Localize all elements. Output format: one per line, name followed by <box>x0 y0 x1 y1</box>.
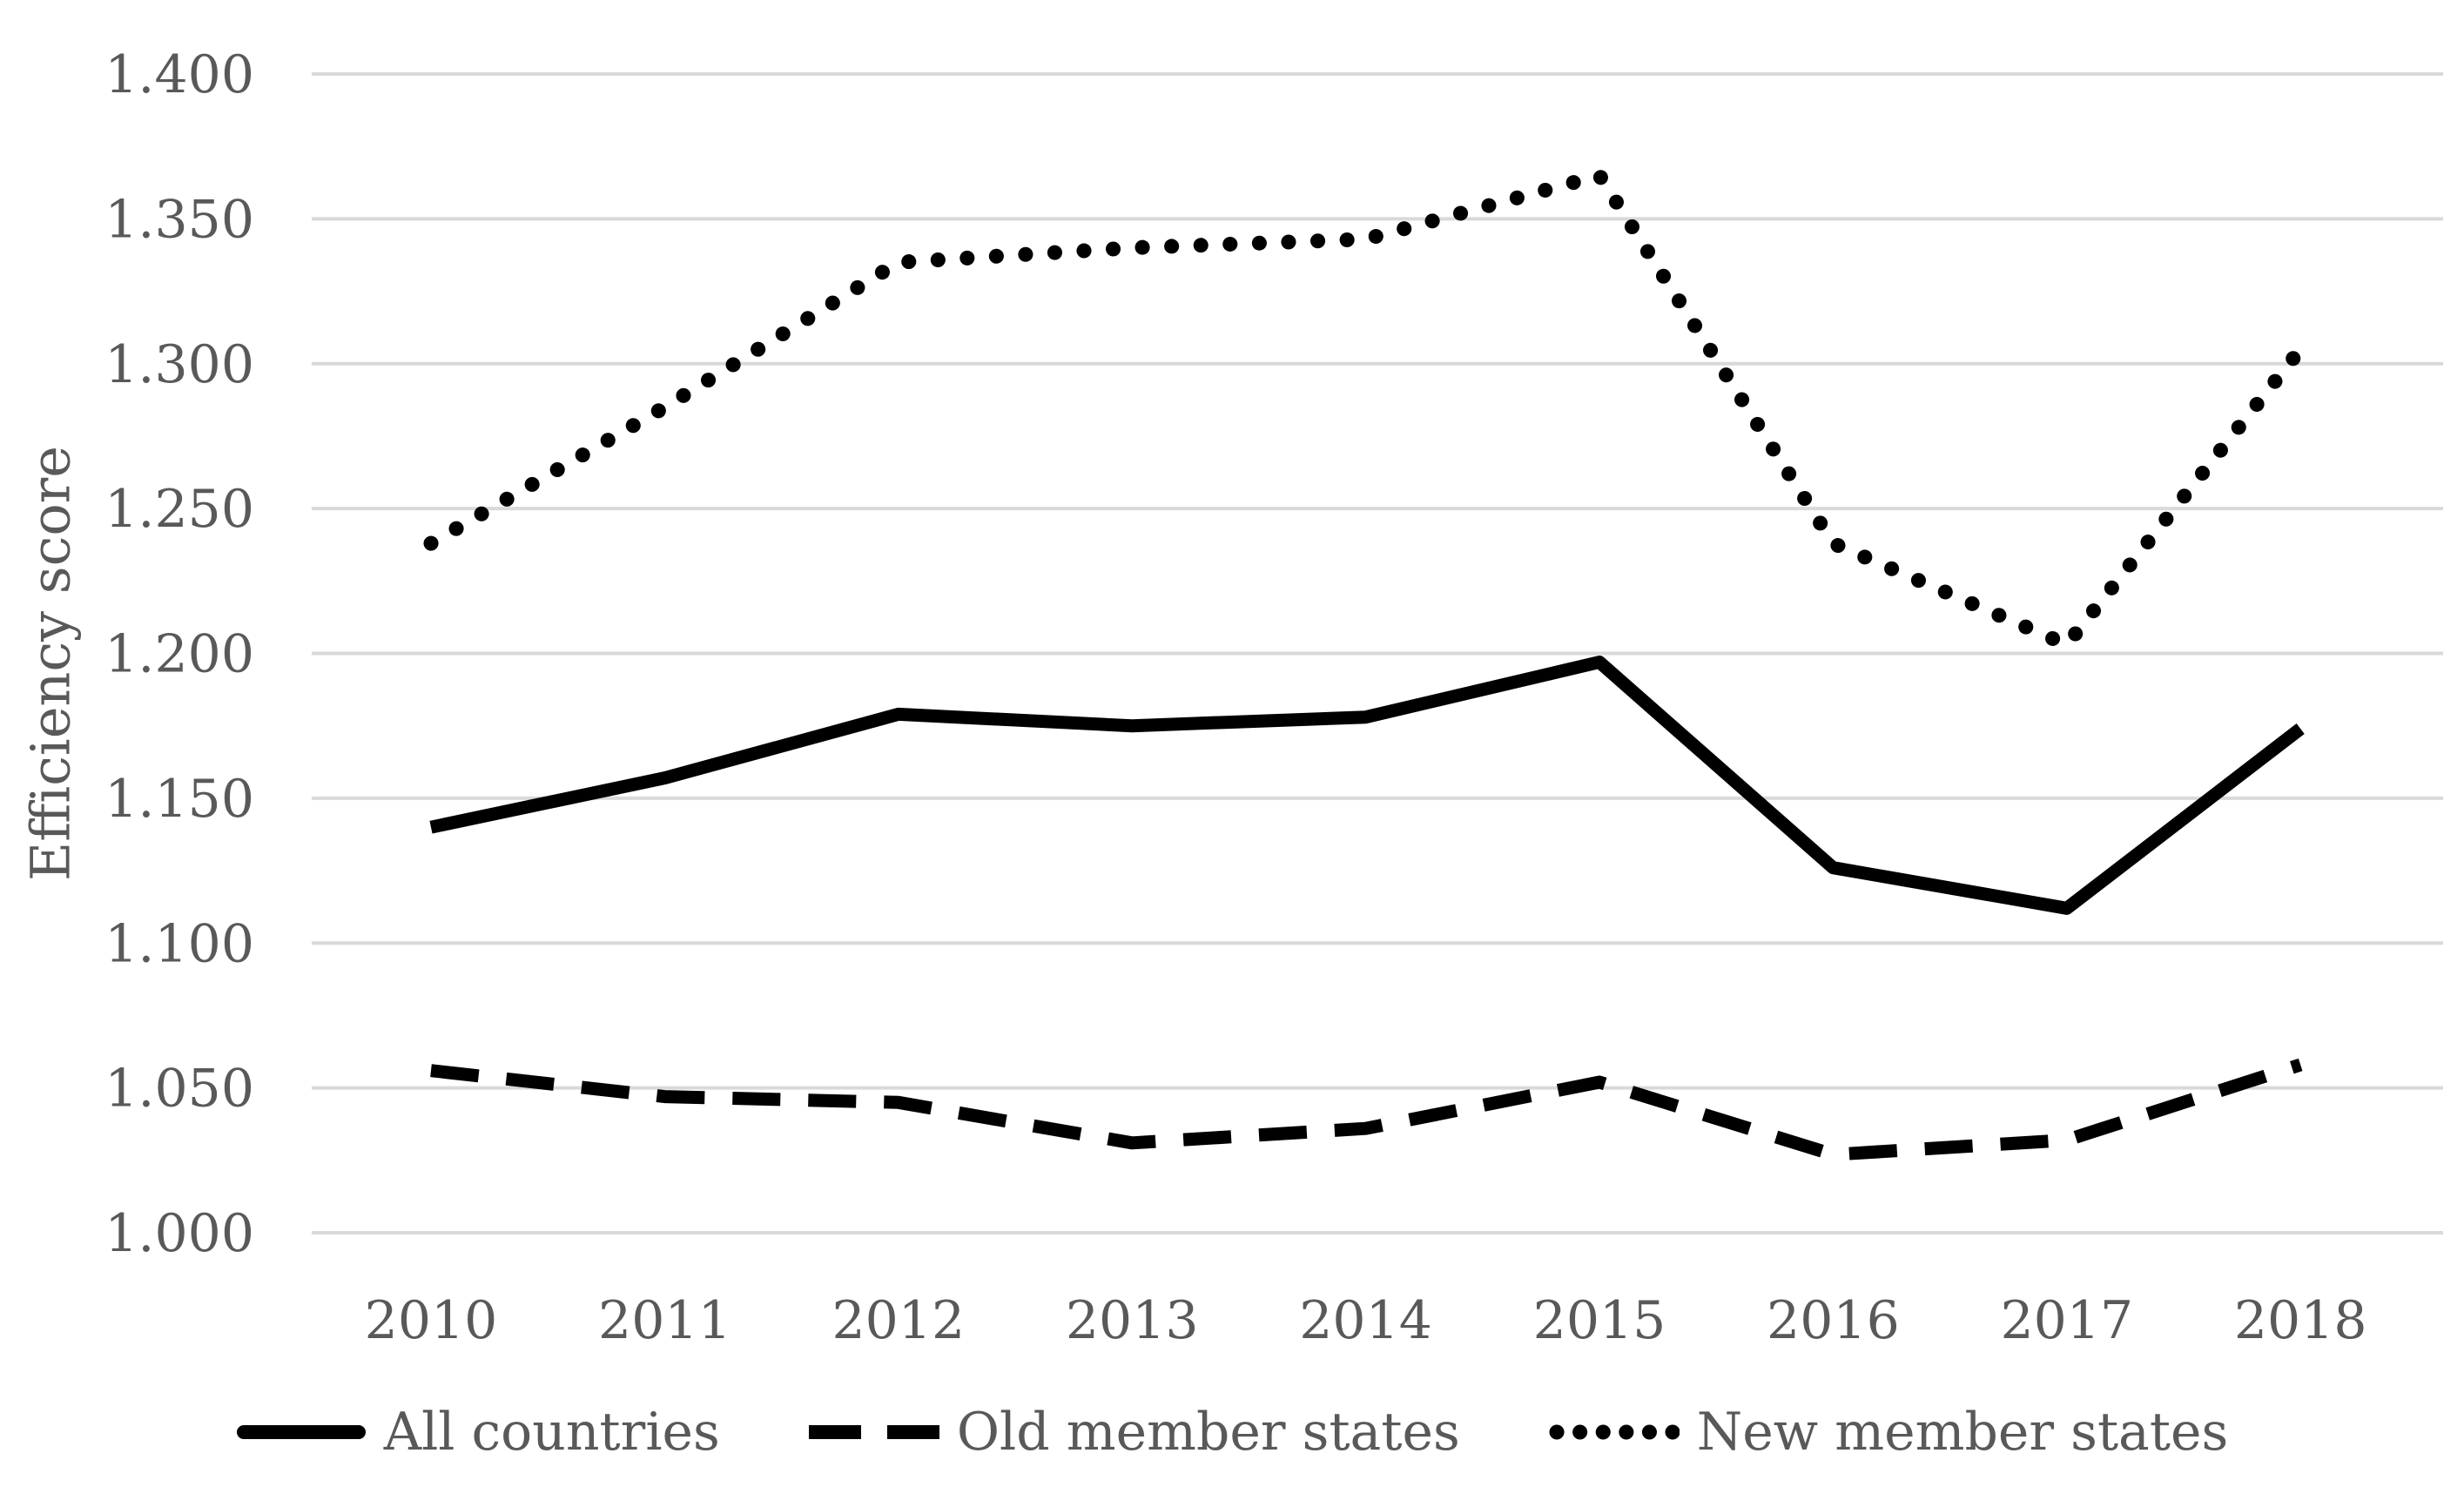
y-tick-label: 1.050 <box>104 1059 254 1120</box>
legend: All countries Old member states New memb… <box>0 1389 2464 1476</box>
legend-item-old-member-states: Old member states <box>808 1402 1460 1463</box>
x-tick-label: 2014 <box>1299 1290 1432 1351</box>
y-tick-label: 1.000 <box>104 1203 254 1264</box>
x-tick-label: 2011 <box>598 1290 731 1351</box>
legend-item-new-member-states: New member states <box>1549 1402 2229 1463</box>
x-tick-label: 2018 <box>2234 1290 2367 1351</box>
legend-label-old-member-states: Old member states <box>956 1402 1460 1463</box>
y-tick-label: 1.200 <box>104 624 254 685</box>
dashed-line-swatch-icon <box>808 1425 939 1439</box>
x-tick-label: 2017 <box>2000 1290 2133 1351</box>
series-line-new-member-states <box>423 168 2308 652</box>
legend-label-new-member-states: New member states <box>1696 1402 2229 1463</box>
x-tick-label: 2016 <box>1767 1290 1900 1351</box>
x-tick-label: 2015 <box>1533 1290 1666 1351</box>
series-line-all-countries <box>429 656 2305 915</box>
y-tick-label: 1.350 <box>104 189 254 250</box>
series-line-old-member-states <box>430 1058 2303 1161</box>
y-tick-label: 1.400 <box>104 44 254 105</box>
y-tick-label: 1.300 <box>104 334 254 395</box>
x-tick-label: 2012 <box>831 1290 965 1351</box>
y-axis-title: Efficiency score <box>18 446 83 881</box>
y-tick-label: 1.250 <box>104 479 254 540</box>
y-tick-label: 1.150 <box>104 769 254 830</box>
legend-label-all-countries: All countries <box>383 1402 720 1463</box>
x-tick-label: 2010 <box>365 1290 498 1351</box>
solid-line-swatch-icon <box>236 1425 366 1439</box>
x-tick-label: 2013 <box>1066 1290 1199 1351</box>
legend-item-all-countries: All countries <box>236 1402 720 1463</box>
y-tick-label: 1.100 <box>104 913 254 974</box>
dotted-line-swatch-icon <box>1549 1424 1680 1440</box>
